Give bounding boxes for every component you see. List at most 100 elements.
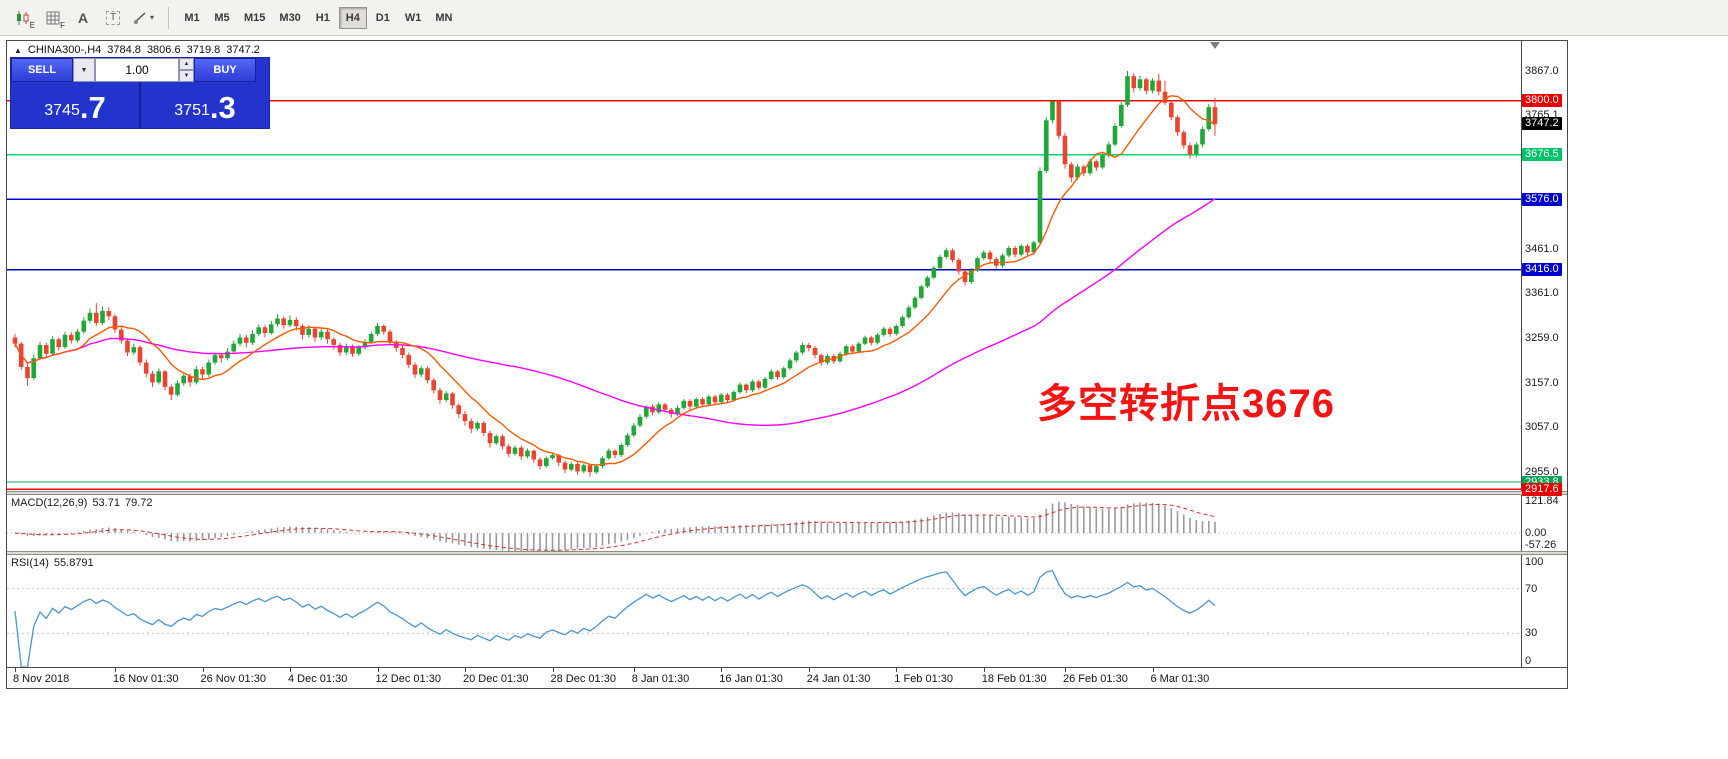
candlestick-chart-tool-icon[interactable]: E xyxy=(10,6,36,30)
rsi-axis[interactable]: 100 70 30 0 xyxy=(1521,555,1567,667)
macd-histogram xyxy=(20,501,1216,551)
chart-window: 3867.0 3800.0 3765.1 3747.2 3676.5 3576.0 3461… xyxy=(6,40,1568,689)
toolbar-separator xyxy=(168,6,169,29)
time-label: 6 Mar 01:30 xyxy=(1150,673,1210,685)
time-label: 4 Dec 01:30 xyxy=(288,673,348,685)
tf-m15-button[interactable]: M15 xyxy=(238,7,271,29)
rsi-line xyxy=(14,569,1216,667)
ohlc-low: 3719.8 xyxy=(186,44,221,56)
rsi-axis-label: 0 xyxy=(1525,655,1532,667)
time-label: 24 Jan 01:30 xyxy=(806,673,871,685)
rsi-pane[interactable]: 100 70 30 0 RSI(14) 55.8791 xyxy=(7,555,1567,667)
price-badge: 3576.0 xyxy=(1522,192,1562,206)
time-tick xyxy=(377,668,379,672)
price-tick-label: 3259.0 xyxy=(1525,332,1559,345)
textbox-tool-icon[interactable]: T xyxy=(100,6,126,30)
ask-price-button[interactable]: 3751 .3 xyxy=(141,82,269,128)
volume-dropdown-button[interactable]: ▼ xyxy=(73,58,95,82)
price-tick-label: 3157.0 xyxy=(1525,377,1559,390)
price-tick-label: 2955.0 xyxy=(1525,466,1559,479)
price-tick-label: 3461.0 xyxy=(1525,243,1559,256)
time-tick xyxy=(1152,668,1154,672)
trade-panel-prices: 3745 .7 3751 .3 xyxy=(11,82,269,128)
time-tick xyxy=(15,668,16,672)
indicator-grid-tool-icon[interactable]: F xyxy=(40,6,66,30)
time-label: 18 Feb 01:30 xyxy=(981,673,1047,685)
macd-axis-label: 121.84 xyxy=(1525,495,1559,507)
volume-up-button[interactable]: ▲ xyxy=(179,58,194,70)
time-label: 8 Nov 2018 xyxy=(13,673,70,685)
candles-icon xyxy=(17,10,29,25)
tf-w1-button[interactable]: W1 xyxy=(399,7,428,29)
rsi-chart[interactable] xyxy=(7,555,1521,667)
symbol-label: CHINA300-,H4 xyxy=(27,44,102,56)
macd-pane[interactable]: 121.84 0.00 -57.26 MACD(12,26,9) 53.71 79.72 xyxy=(7,495,1567,551)
ohlc-high: 3806.6 xyxy=(146,44,181,56)
time-tick xyxy=(1065,668,1066,672)
time-tick xyxy=(202,668,204,672)
time-tick xyxy=(290,668,291,672)
tf-d1-button[interactable]: D1 xyxy=(369,7,397,29)
tool-a-label: A xyxy=(77,9,89,26)
macd-main-value: 53.71 xyxy=(92,497,120,509)
time-tick xyxy=(721,668,723,672)
price-tick-label: 3361.0 xyxy=(1525,287,1559,300)
tool-f-label: F xyxy=(60,20,65,30)
price-badge: 3800.0 xyxy=(1522,94,1562,107)
ma-fast-line xyxy=(14,95,1216,466)
time-axis[interactable]: 8 Nov 2018 16 Nov 01:30 26 Nov 01:30 4 Dec … xyxy=(7,667,1567,688)
time-label: 26 Feb 01:30 xyxy=(1063,673,1128,685)
time-label: 12 Dec 01:30 xyxy=(375,673,441,685)
macd-label: MACD(12,26,9) 53.71 79.72 xyxy=(11,497,157,509)
time-tick xyxy=(633,668,635,672)
trade-panel-controls: SELL ▼ ▲ ▼ BUY xyxy=(11,58,269,82)
shapes-tool-icon[interactable]: ▾ xyxy=(130,6,156,30)
chart-shift-marker[interactable] xyxy=(1210,42,1220,49)
price-badge: 2917.6 xyxy=(1522,482,1562,496)
macd-name: MACD(12,26,9) xyxy=(11,497,88,509)
tf-m5-button[interactable]: M5 xyxy=(208,7,236,29)
time-tick xyxy=(115,668,116,672)
macd-axis-label: -57.26 xyxy=(1525,539,1557,551)
volume-down-button[interactable]: ▼ xyxy=(179,70,194,82)
candlestick-chart[interactable] xyxy=(7,41,1521,491)
symbol-marker-icon: ▲ xyxy=(14,45,22,55)
ohlc-close: 3747.2 xyxy=(226,44,260,56)
macd-axis-label: 0.00 xyxy=(1525,527,1547,540)
price-badge: 3747.2 xyxy=(1522,117,1562,131)
macd-splitter[interactable] xyxy=(7,491,1567,495)
volume-stepper: ▲ ▼ xyxy=(179,58,194,82)
tf-h4-button[interactable]: H4 xyxy=(338,6,367,29)
sell-button[interactable]: SELL xyxy=(11,58,73,82)
main-price-axis[interactable]: 3867.0 3800.0 3765.1 3747.2 3676.5 3576.0 3461… xyxy=(1521,41,1567,496)
time-label: 16 Jan 01:30 xyxy=(719,673,783,685)
tf-mn-button[interactable]: MN xyxy=(429,7,458,29)
rsi-axis-label: 100 xyxy=(1525,556,1544,568)
time-tick xyxy=(896,668,898,672)
rsi-value: 55.8791 xyxy=(53,557,94,569)
rsi-axis-label: 70 xyxy=(1525,582,1538,595)
macd-signal-line xyxy=(14,503,1216,551)
text-tool-icon[interactable]: A xyxy=(70,6,96,30)
time-tick xyxy=(465,668,466,672)
bid-price-pips: .7 xyxy=(79,90,106,125)
volume-input[interactable] xyxy=(95,58,179,82)
candles-layer xyxy=(12,71,1218,477)
tf-m30-button[interactable]: M30 xyxy=(273,7,306,29)
tf-h1-button[interactable]: H1 xyxy=(309,7,337,29)
ohlc-open: 3784.8 xyxy=(107,44,141,56)
buy-button[interactable]: BUY xyxy=(194,58,256,82)
rsi-splitter[interactable] xyxy=(7,551,1567,555)
macd-axis[interactable]: 121.84 0.00 -57.26 xyxy=(1521,495,1567,551)
bid-price-button[interactable]: 3745 .7 xyxy=(11,82,141,128)
price-badge: 3676.5 xyxy=(1522,148,1562,162)
tf-m1-button[interactable]: M1 xyxy=(178,7,206,29)
main-chart-pane[interactable]: 3867.0 3800.0 3765.1 3747.2 3676.5 3576.0 3461… xyxy=(7,41,1567,496)
trendline-icon xyxy=(133,11,146,24)
macd-chart[interactable] xyxy=(7,495,1521,551)
shapes-dropdown-caret-icon[interactable]: ▾ xyxy=(149,13,154,22)
time-label: 16 Nov 01:30 xyxy=(113,673,179,685)
rsi-axis-label: 30 xyxy=(1525,627,1538,640)
time-label: 26 Nov 01:30 xyxy=(200,673,266,685)
ask-price-main: 3751 xyxy=(174,102,210,119)
